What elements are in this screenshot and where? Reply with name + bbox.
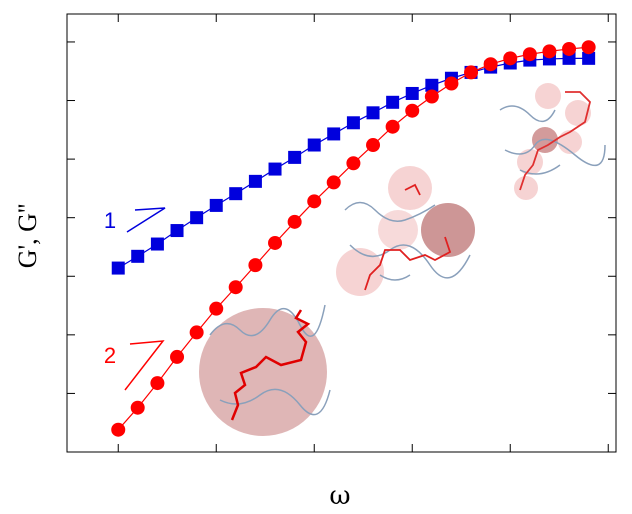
marker bbox=[268, 162, 282, 176]
slope-label: 1 bbox=[104, 208, 116, 233]
marker bbox=[542, 44, 557, 59]
chain bbox=[364, 183, 452, 291]
marker bbox=[170, 349, 185, 364]
marker bbox=[248, 174, 262, 188]
slope-triangle bbox=[124, 340, 165, 391]
marker bbox=[464, 65, 479, 80]
marker bbox=[190, 211, 204, 225]
marker bbox=[150, 237, 164, 251]
blob bbox=[565, 100, 591, 126]
marker bbox=[581, 40, 596, 55]
marker bbox=[131, 249, 145, 263]
marker bbox=[111, 422, 126, 437]
marker bbox=[405, 86, 419, 100]
slope-label: 2 bbox=[104, 343, 116, 368]
marker bbox=[327, 127, 341, 141]
chain bbox=[499, 105, 606, 175]
marker bbox=[307, 194, 322, 209]
marker bbox=[366, 138, 381, 153]
marker bbox=[385, 119, 400, 134]
chain bbox=[209, 304, 331, 416]
marker bbox=[346, 156, 361, 171]
marker bbox=[483, 57, 498, 72]
marker bbox=[189, 325, 204, 340]
marker bbox=[130, 400, 145, 415]
marker bbox=[425, 78, 439, 92]
marker bbox=[209, 198, 223, 212]
marker bbox=[307, 138, 321, 152]
blob bbox=[336, 248, 384, 296]
marker bbox=[228, 280, 243, 295]
decorations bbox=[199, 83, 606, 436]
chain bbox=[344, 201, 471, 281]
chain bbox=[519, 91, 591, 191]
marker bbox=[346, 116, 360, 130]
plot-frame bbox=[66, 13, 617, 453]
marker bbox=[503, 51, 518, 66]
blob bbox=[421, 203, 475, 257]
marker bbox=[248, 258, 263, 273]
series-line bbox=[117, 46, 589, 431]
chain bbox=[230, 309, 311, 421]
y-axis-label: G', G'' bbox=[13, 204, 42, 269]
marker bbox=[209, 301, 224, 316]
marker bbox=[170, 224, 184, 238]
marker bbox=[288, 150, 302, 164]
marker bbox=[424, 89, 439, 104]
marker bbox=[386, 95, 400, 109]
marker bbox=[405, 103, 420, 118]
slope-markers bbox=[124, 207, 166, 391]
blob bbox=[378, 210, 418, 250]
marker bbox=[150, 376, 165, 391]
marker bbox=[366, 106, 380, 120]
blob bbox=[514, 176, 538, 200]
slope-triangle bbox=[126, 207, 166, 233]
x-axis-label: ω bbox=[329, 481, 350, 511]
marker bbox=[582, 51, 596, 65]
marker bbox=[111, 261, 125, 275]
marker bbox=[326, 175, 341, 190]
marker bbox=[229, 187, 243, 201]
marker bbox=[268, 235, 283, 250]
marker bbox=[562, 41, 577, 56]
marker bbox=[444, 76, 459, 91]
marker bbox=[287, 214, 302, 229]
marker bbox=[522, 47, 537, 62]
blob bbox=[535, 83, 561, 109]
